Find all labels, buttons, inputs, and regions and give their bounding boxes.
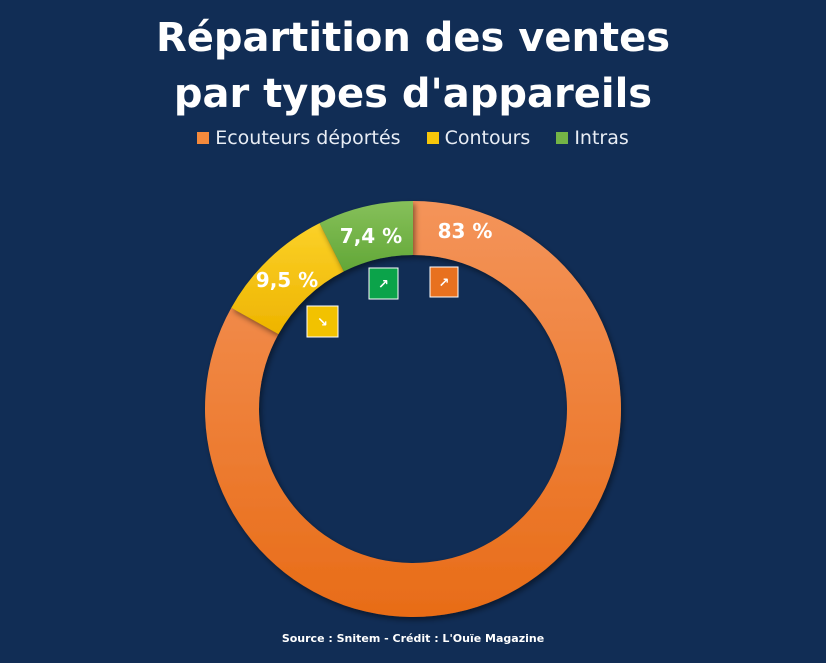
- trend-badge-box-ecouteurs: [429, 266, 459, 298]
- legend-label-ecouteurs: Ecouteurs déportés: [215, 127, 401, 149]
- data-label-intras: 7,4 %: [340, 224, 402, 248]
- trend-badge-contours: ↘: [306, 305, 339, 338]
- trend-badge-ecouteurs: ↗: [429, 266, 459, 298]
- legend-label-intras: Intras: [574, 127, 629, 149]
- legend-item-contours: Contours: [426, 126, 531, 150]
- legend-swatch-ecouteurs: [197, 132, 210, 144]
- chart-title: Répartition des ventes par types d'appar…: [155, 15, 671, 117]
- data-label-contours: 9,5 %: [256, 268, 318, 292]
- donut-slice-contours: [231, 223, 344, 335]
- data-label-ecouteurs: 83 %: [438, 219, 493, 243]
- legend-label-contours: Contours: [444, 127, 531, 149]
- trend-badge-intras: ↗: [368, 267, 399, 300]
- chart-legend: Ecouteurs déportés Contours Intras: [0, 126, 826, 150]
- donut-labels: 83 % 9,5 % 7,4 %: [256, 219, 493, 292]
- trend-arrow-down-icon: ↘: [317, 316, 328, 331]
- trend-badge-box-intras: [368, 267, 399, 300]
- source-credit: Source : Snitem - Crédit : L'Ouïe Magazi…: [281, 632, 545, 645]
- donut-slices: [204, 201, 621, 617]
- trend-badges: ↗ ↘ ↗: [306, 266, 459, 338]
- legend-item-intras: Intras: [556, 126, 629, 150]
- legend-swatch-contours: [426, 132, 439, 144]
- trend-arrow-up-icon: ↗: [378, 278, 389, 293]
- donut-slice-intras: [319, 201, 413, 272]
- trend-arrow-up-icon: ↗: [439, 276, 450, 291]
- legend-swatch-intras: [556, 132, 569, 144]
- legend-item-ecouteurs: Ecouteurs déportés: [197, 126, 401, 150]
- trend-badge-box-contours: [306, 305, 339, 338]
